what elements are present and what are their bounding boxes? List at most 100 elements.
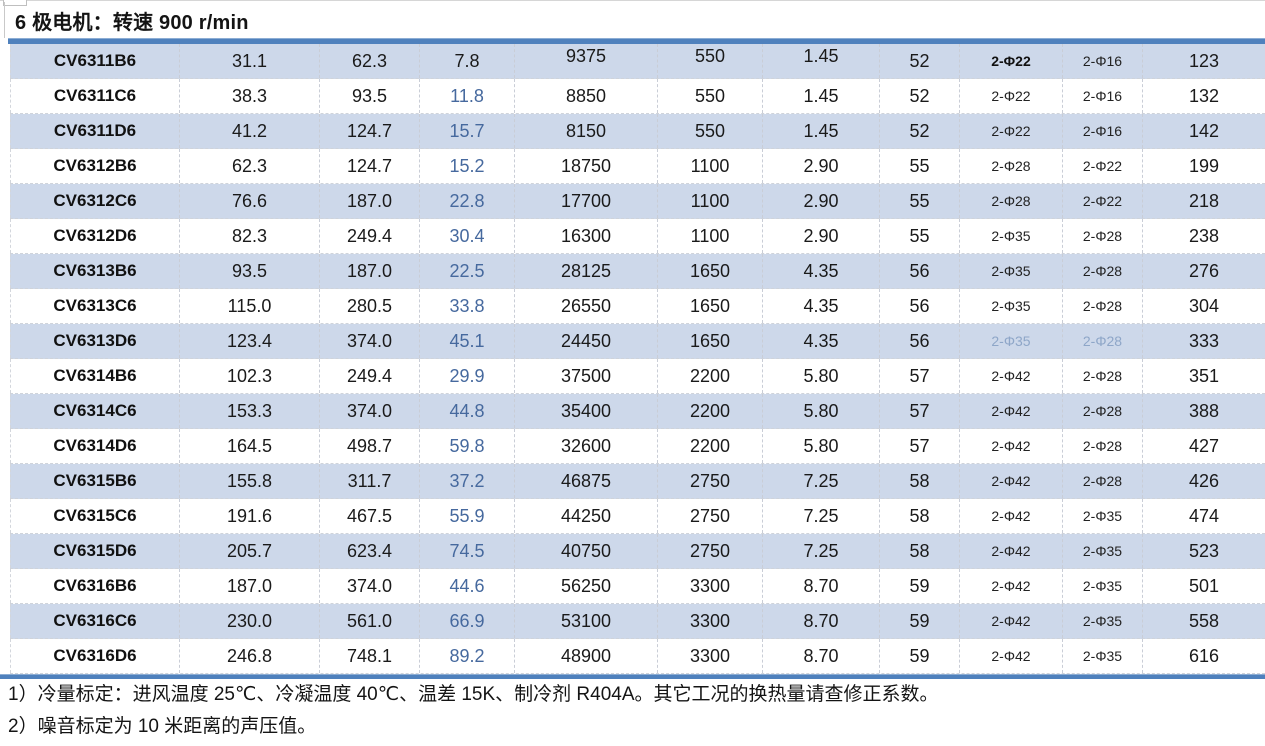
model-cell: CV6312B6 bbox=[10, 149, 180, 183]
value-cell: 8.70 bbox=[763, 569, 880, 603]
value-cell: 467.5 bbox=[320, 499, 420, 533]
phi-cell: 2-Φ42 bbox=[960, 569, 1063, 603]
value-cell: 55 bbox=[880, 219, 960, 253]
value-cell: 45.1 bbox=[420, 324, 515, 358]
value-cell: 102.3 bbox=[180, 359, 320, 393]
value-cell: 153.3 bbox=[180, 394, 320, 428]
footnote-1: 1）冷量标定：进风温度 25℃、冷凝温度 40℃、温差 15K、制冷剂 R404… bbox=[8, 684, 939, 705]
value-cell: 46875 bbox=[515, 464, 658, 498]
value-cell: 58 bbox=[880, 499, 960, 533]
table-row: CV6312B6 62.3 124.7 15.2 18750 1100 2.90 55 2-Φ2… bbox=[10, 149, 1265, 184]
value-cell: 56 bbox=[880, 254, 960, 288]
value-cell: 17700 bbox=[515, 184, 658, 218]
model-cell: CV6312D6 bbox=[10, 219, 180, 253]
value-cell: 4.35 bbox=[763, 324, 880, 358]
model-cell: CV6316B6 bbox=[10, 569, 180, 603]
phi-cell: 2-Φ35 bbox=[1063, 499, 1143, 533]
table-row: CV6314B6 102.3 249.4 29.9 37500 2200 5.80 57 2-Φ… bbox=[10, 359, 1265, 394]
table-title: 6 极电机：转速 900 r/min bbox=[4, 2, 1265, 38]
table-row: CV6312D6 82.3 249.4 30.4 16300 1100 2.90 55 2-Φ3… bbox=[10, 219, 1265, 254]
phi-cell: 2-Φ42 bbox=[960, 359, 1063, 393]
phi-cell: 2-Φ35 bbox=[1063, 534, 1143, 568]
title-divider-bar bbox=[8, 38, 1265, 44]
model-cell: CV6315C6 bbox=[10, 499, 180, 533]
phi-cell: 2-Φ28 bbox=[1063, 394, 1143, 428]
value-cell: 623.4 bbox=[320, 534, 420, 568]
value-cell: 55 bbox=[880, 184, 960, 218]
value-cell: 558 bbox=[1188, 610, 1220, 631]
phi-cell: 2-Φ28 bbox=[1063, 289, 1143, 323]
value-cell: 1.45 bbox=[763, 114, 880, 148]
value-cell: 44.8 bbox=[420, 394, 515, 428]
phi-cell: 2-Φ28 bbox=[1063, 219, 1143, 253]
value-cell: 2750 bbox=[658, 464, 763, 498]
value-cell: 280.5 bbox=[320, 289, 420, 323]
value-cell: 374.0 bbox=[320, 569, 420, 603]
value-cell: 59 bbox=[880, 604, 960, 638]
table-row: CV6316C6 230.0 561.0 66.9 53100 3300 8.70 59 2-Φ… bbox=[10, 604, 1265, 639]
value-cell: 55 bbox=[880, 149, 960, 183]
value-cell: 164.5 bbox=[180, 429, 320, 463]
value-cell: 351 bbox=[1188, 365, 1220, 386]
value-cell: 304 bbox=[1188, 295, 1220, 316]
value-cell: 142 bbox=[1188, 120, 1220, 141]
value-cell: 44250 bbox=[515, 499, 658, 533]
value-cell: 8150 bbox=[515, 114, 658, 148]
cropped-cell-artifact bbox=[3, 0, 27, 6]
phi-cell: 2-Φ16 bbox=[1063, 44, 1143, 78]
value-cell: 1100 bbox=[658, 219, 763, 253]
model-cell: CV6311B6 bbox=[10, 44, 180, 78]
value-cell: 3300 bbox=[658, 604, 763, 638]
value-cell: 374.0 bbox=[320, 324, 420, 358]
table-row: CV6313D6 123.4 374.0 45.1 24450 1650 4.35 56 2-Φ… bbox=[10, 324, 1265, 359]
phi-cell: 2-Φ35 bbox=[960, 289, 1063, 323]
value-cell: 8.70 bbox=[763, 639, 880, 673]
value-cell: 187.0 bbox=[320, 184, 420, 218]
model-cell: CV6314B6 bbox=[10, 359, 180, 393]
value-cell: 115.0 bbox=[180, 289, 320, 323]
phi-cell: 2-Φ22 bbox=[960, 114, 1063, 148]
value-cell: 311.7 bbox=[320, 464, 420, 498]
value-cell: 7.25 bbox=[763, 464, 880, 498]
phi-cell: 2-Φ28 bbox=[1063, 464, 1143, 498]
model-cell: CV6314D6 bbox=[10, 429, 180, 463]
model-cell: CV6316C6 bbox=[10, 604, 180, 638]
value-cell: 199 bbox=[1188, 155, 1220, 176]
value-cell: 7.8 bbox=[420, 44, 515, 78]
value-cell: 76.6 bbox=[180, 184, 320, 218]
phi-cell: 2-Φ22 bbox=[1063, 184, 1143, 218]
page-top-border bbox=[0, 0, 1265, 1]
value-cell: 2.90 bbox=[763, 184, 880, 218]
value-cell: 124.7 bbox=[320, 114, 420, 148]
table-row: CV6315C6 191.6 467.5 55.9 44250 2750 7.25 58 2-Φ… bbox=[10, 499, 1265, 534]
value-cell: 55.9 bbox=[420, 499, 515, 533]
phi-cell: 2-Φ42 bbox=[960, 639, 1063, 673]
table-row: CV6314C6 153.3 374.0 44.8 35400 2200 5.80 57 2-Φ… bbox=[10, 394, 1265, 429]
table-row: CV6315D6 205.7 623.4 74.5 40750 2750 7.25 58 2-Φ… bbox=[10, 534, 1265, 569]
value-cell: 7.25 bbox=[763, 534, 880, 568]
value-cell: 15.2 bbox=[420, 149, 515, 183]
value-cell: 28125 bbox=[515, 254, 658, 288]
phi-cell: 2-Φ16 bbox=[1063, 114, 1143, 148]
value-cell: 187.0 bbox=[320, 254, 420, 288]
value-cell: 474 bbox=[1188, 505, 1220, 526]
value-cell: 5.80 bbox=[763, 394, 880, 428]
footnotes: 1）冷量标定：进风温度 25℃、冷凝温度 40℃、温差 15K、制冷剂 R404… bbox=[8, 679, 1257, 743]
value-cell: 1100 bbox=[658, 149, 763, 183]
value-cell: 24450 bbox=[515, 324, 658, 358]
value-cell: 66.9 bbox=[420, 604, 515, 638]
value-cell: 2200 bbox=[658, 394, 763, 428]
phi-cell: 2-Φ28 bbox=[1063, 359, 1143, 393]
value-cell: 8850 bbox=[515, 79, 658, 113]
value-cell: 38.3 bbox=[180, 79, 320, 113]
table-row: CV6311C6 38.3 93.5 11.8 8850 550 1.45 52 2-Φ22 2-… bbox=[10, 79, 1265, 114]
value-cell: 44.6 bbox=[420, 569, 515, 603]
value-cell: 58 bbox=[880, 534, 960, 568]
table-row: CV6312C6 76.6 187.0 22.8 17700 1100 2.90 55 2-Φ2… bbox=[10, 184, 1265, 219]
value-cell: 57 bbox=[880, 359, 960, 393]
phi-cell: 2-Φ42 bbox=[960, 534, 1063, 568]
value-cell: 40750 bbox=[515, 534, 658, 568]
table-row: CV6316B6 187.0 374.0 44.6 56250 3300 8.70 59 2-Φ… bbox=[10, 569, 1265, 604]
value-cell: 16300 bbox=[515, 219, 658, 253]
value-cell: 32600 bbox=[515, 429, 658, 463]
